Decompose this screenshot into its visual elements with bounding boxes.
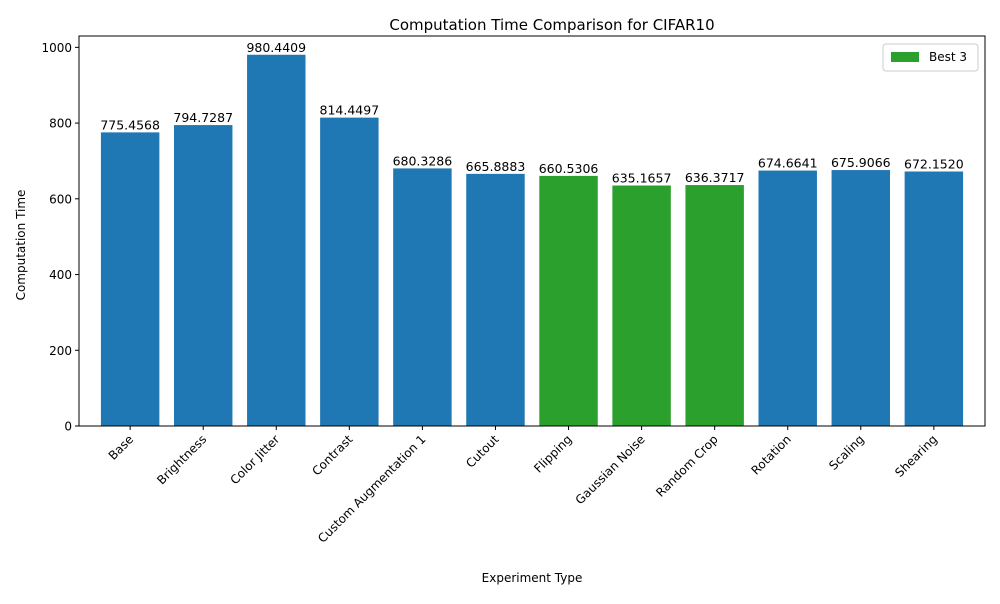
x-axis-label: Experiment Type xyxy=(482,571,583,585)
value-label-color-jitter: 980.4409 xyxy=(246,40,306,55)
value-label-contrast: 814.4497 xyxy=(320,103,380,118)
bar-flipping xyxy=(539,175,598,426)
x-tick-label-rotation: Rotation xyxy=(748,432,793,477)
value-label-scaling: 675.9066 xyxy=(831,155,891,170)
value-label-brightness: 794.7287 xyxy=(173,110,233,125)
value-label-flipping: 660.5306 xyxy=(539,161,599,176)
value-label-random-crop: 636.3717 xyxy=(685,170,745,185)
y-tick-label: 400 xyxy=(49,268,72,282)
y-tick-label: 200 xyxy=(49,344,72,358)
x-tick-label-base: Base xyxy=(106,432,137,463)
value-label-base: 775.4568 xyxy=(100,117,160,132)
value-label-rotation: 674.6641 xyxy=(758,156,818,171)
bar-scaling xyxy=(831,170,891,426)
x-tick-label-random-crop: Random Crop xyxy=(653,432,721,500)
x-tick-label-scaling: Scaling xyxy=(826,432,867,473)
value-label-gaussian-noise: 635.1657 xyxy=(612,171,672,186)
bar-color-jitter xyxy=(247,54,306,426)
y-tick-label: 0 xyxy=(64,420,72,434)
value-label-custom-augmentation-1: 680.3286 xyxy=(393,153,453,168)
legend-swatch-best3 xyxy=(891,52,919,62)
y-tick-label: 1000 xyxy=(41,41,72,55)
bar-gaussian-noise xyxy=(612,185,671,426)
x-tick-label-cutout: Cutout xyxy=(463,432,502,471)
x-tick-label-brightness: Brightness xyxy=(154,432,209,487)
bar-shearing xyxy=(904,171,964,426)
bar-base xyxy=(100,132,160,426)
legend-label-best3: Best 3 xyxy=(929,50,967,64)
bar-brightness xyxy=(173,125,233,426)
x-tick-label-flipping: Flipping xyxy=(531,432,574,475)
legend: Best 3 xyxy=(882,43,979,72)
y-axis-label: Computation Time xyxy=(14,190,28,301)
legend-frame xyxy=(882,43,979,72)
value-label-cutout: 665.8883 xyxy=(466,159,526,174)
bars-group xyxy=(100,54,964,427)
bar-rotation xyxy=(758,170,817,426)
value-label-shearing: 672.1520 xyxy=(904,156,964,171)
y-tick-label: 800 xyxy=(49,117,72,131)
bar-custom-augmentation-1 xyxy=(393,168,452,427)
plot-frame xyxy=(78,35,986,427)
y-tick-label: 600 xyxy=(49,192,72,206)
x-tick-label-shearing: Shearing xyxy=(892,432,940,480)
y-ticks-group: 0 200 400 600 800 1000 xyxy=(41,41,79,434)
bar-cutout xyxy=(466,173,525,426)
bar-contrast xyxy=(320,117,379,426)
x-tick-label-gaussian-noise: Gaussian Noise xyxy=(573,432,648,507)
x-ticks-group: Base Brightness Color Jitter ContrastCustom… xyxy=(106,426,940,546)
x-tick-label-contrast: Contrast xyxy=(309,432,355,478)
axes-group xyxy=(78,35,986,427)
bar-random-crop xyxy=(685,185,744,426)
x-tick-label-color-jitter: Color Jitter xyxy=(227,432,282,487)
value-labels-group: 775.4568 794.7287 980.4409 814.4497 680.3286… xyxy=(100,40,963,186)
chart-title: Computation Time Comparison for CIFAR10 xyxy=(389,16,714,34)
